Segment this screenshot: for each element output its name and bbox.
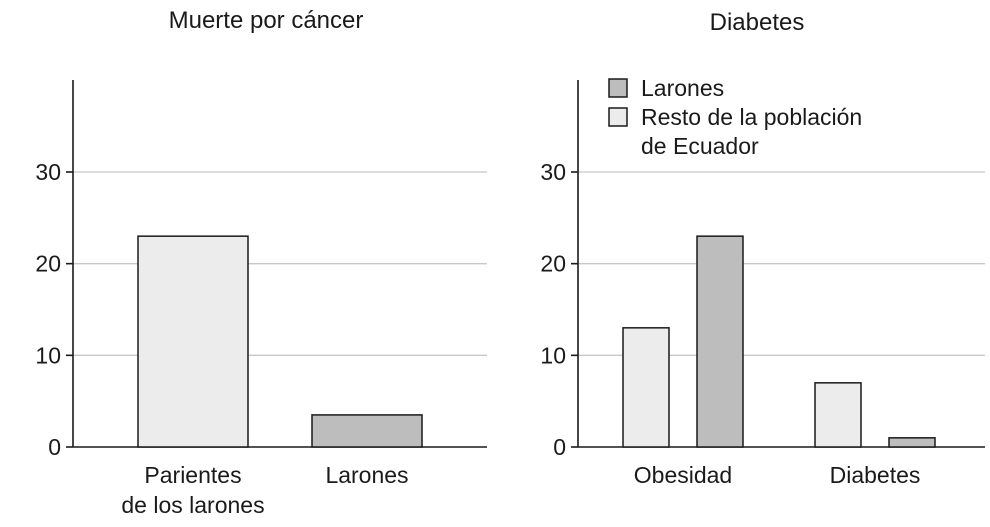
x-tick-label: Diabetes	[830, 462, 921, 488]
y-tick-label: 0	[553, 434, 566, 460]
y-tick-label: 0	[48, 434, 61, 460]
legend-label: Resto de la población de Ecuador	[641, 104, 862, 159]
chart-title: Diabetes	[710, 9, 805, 36]
y-tick-label: 20	[540, 251, 566, 277]
x-tick-label: Larones	[325, 462, 408, 488]
bar	[888, 437, 936, 448]
chart-title: Muerte por cáncer	[169, 7, 364, 34]
bar	[311, 414, 423, 448]
x-tick-label: Parientes de los larones	[121, 462, 264, 518]
y-tick-label: 30	[35, 159, 61, 185]
legend-swatch	[608, 107, 628, 127]
bar	[814, 382, 862, 448]
y-tick-label: 10	[540, 342, 566, 368]
bar	[137, 235, 249, 448]
legend-swatch	[608, 78, 628, 98]
y-tick-label: 30	[540, 159, 566, 185]
y-tick-label: 10	[35, 342, 61, 368]
x-tick-label: Obesidad	[634, 462, 732, 488]
legend-label: Larones	[641, 75, 724, 101]
bar	[696, 235, 744, 448]
bar	[622, 327, 670, 448]
y-tick-label: 20	[35, 251, 61, 277]
